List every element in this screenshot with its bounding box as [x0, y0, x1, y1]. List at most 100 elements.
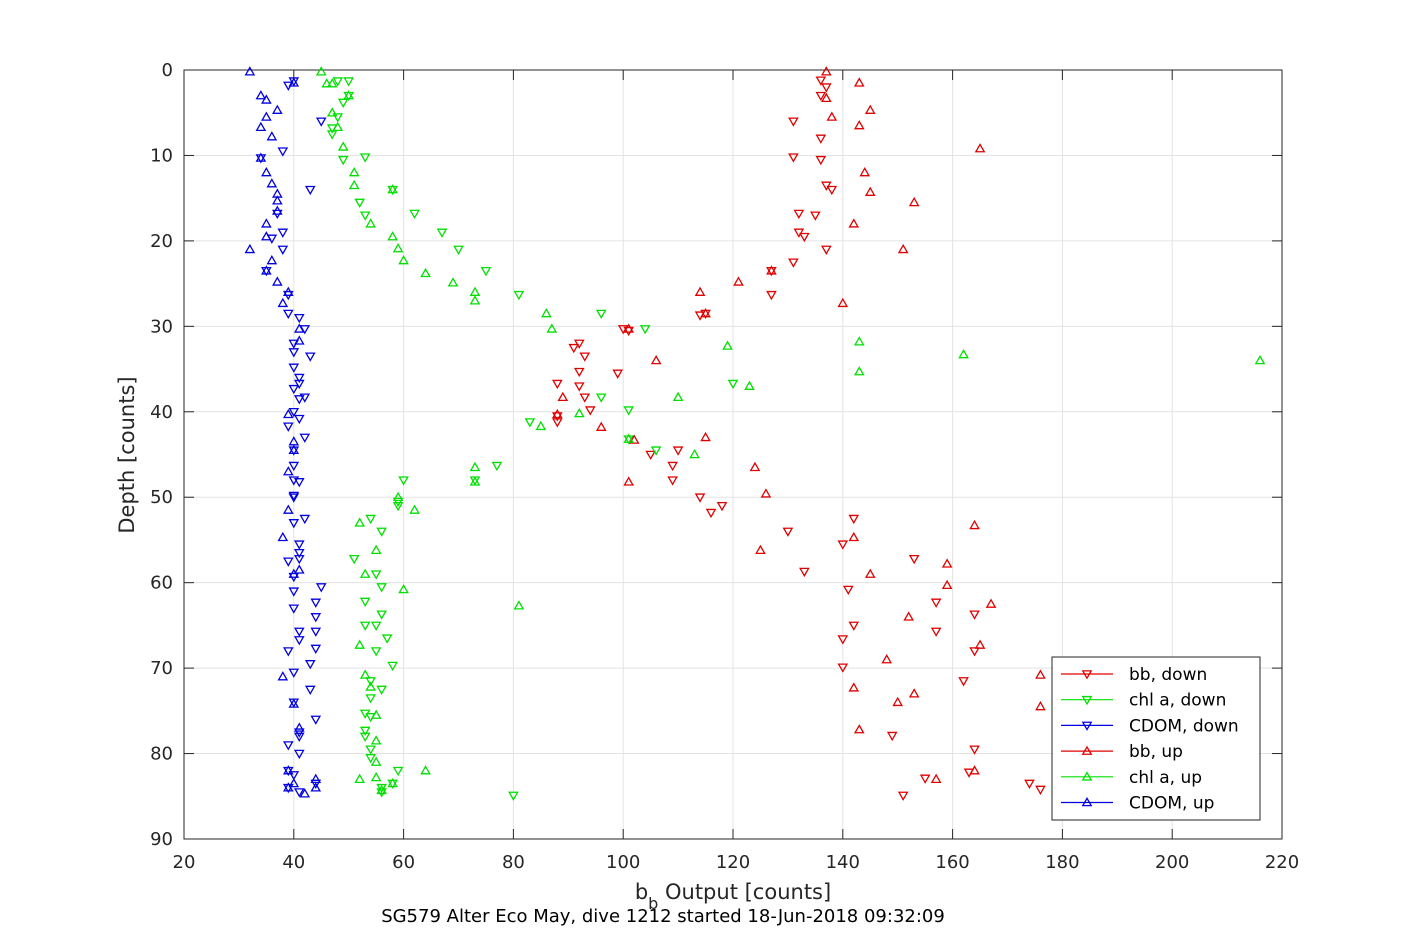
- data-point: [694, 493, 706, 503]
- data-point: [628, 434, 640, 444]
- figure-caption: SG579 Alter Eco May, dive 1212 started 1…: [381, 906, 945, 927]
- data-point: [639, 325, 651, 335]
- data-point: [623, 476, 635, 486]
- data-point: [969, 765, 980, 775]
- data-point: [326, 130, 338, 140]
- data-point: [853, 77, 865, 87]
- data-point: [381, 634, 393, 644]
- data-point: [897, 243, 909, 254]
- data-point: [551, 408, 563, 419]
- data-point: [864, 104, 876, 114]
- data-point: [359, 153, 371, 163]
- data-point: [359, 726, 371, 736]
- data-point: [821, 92, 832, 102]
- data-point: [261, 111, 272, 121]
- data-point: [793, 209, 805, 220]
- data-point: [277, 147, 289, 157]
- data-point: [815, 91, 827, 102]
- data-point: [337, 141, 349, 151]
- data-point: [288, 493, 300, 503]
- data-point: [853, 366, 865, 376]
- data-point: [826, 185, 838, 196]
- data-point: [595, 309, 607, 320]
- data-point: [573, 382, 585, 392]
- data-point: [749, 461, 761, 472]
- x-tick-label: 180: [1045, 852, 1079, 873]
- data-point: [469, 476, 481, 486]
- data-point: [398, 476, 409, 486]
- data-point: [623, 326, 635, 337]
- data-point: [354, 773, 366, 783]
- data-point: [541, 308, 552, 318]
- data-point: [354, 517, 366, 527]
- data-point: [700, 308, 711, 318]
- data-point: [315, 583, 327, 593]
- data-point: [282, 504, 294, 514]
- data-point: [815, 155, 827, 166]
- data-point: [299, 393, 311, 403]
- data-point: [821, 66, 832, 76]
- data-point: [321, 78, 333, 88]
- data-point: [255, 90, 267, 100]
- data-point: [277, 531, 289, 542]
- data-point: [282, 466, 294, 476]
- data-point: [595, 393, 607, 403]
- data-point: [826, 111, 838, 121]
- data-point: [848, 682, 860, 692]
- data-point: [272, 104, 283, 114]
- data-point: [326, 78, 338, 88]
- data-point: [1254, 355, 1266, 365]
- data-point: [293, 722, 305, 732]
- data-point: [551, 418, 563, 428]
- data-point: [310, 598, 322, 608]
- data-point: [277, 245, 289, 255]
- data-point: [667, 461, 678, 472]
- y-tick-label: 50: [150, 487, 173, 508]
- data-point: [261, 94, 272, 104]
- data-point: [788, 258, 799, 268]
- data-point: [359, 732, 371, 742]
- axes: [183, 69, 1283, 840]
- data-point: [293, 379, 305, 390]
- data-point: [348, 167, 360, 177]
- data-point: [277, 228, 289, 238]
- data-point: [941, 579, 953, 590]
- data-point: [365, 681, 376, 691]
- data-point: [689, 448, 700, 459]
- data-point: [821, 245, 832, 255]
- data-point: [282, 765, 294, 775]
- data-point: [579, 352, 591, 362]
- data-point: [908, 688, 920, 698]
- data-point: [842, 585, 854, 596]
- data-point: [568, 343, 580, 354]
- data-point: [293, 540, 305, 550]
- data-point: [282, 741, 294, 751]
- data-point: [332, 121, 344, 132]
- data-point: [930, 598, 942, 608]
- data-point: [255, 152, 267, 162]
- data-point: [293, 749, 305, 760]
- data-point: [293, 373, 305, 384]
- data-point: [370, 771, 382, 782]
- data-point: [546, 323, 558, 333]
- legend-marker: [1081, 745, 1093, 755]
- data-point: [288, 491, 300, 502]
- data-point: [288, 384, 300, 395]
- data-point: [623, 323, 635, 333]
- data-point: [551, 412, 563, 422]
- data-point: [266, 255, 278, 265]
- data-point: [694, 286, 706, 296]
- legend-marker: [1081, 670, 1093, 680]
- data-point: [645, 450, 656, 461]
- data-point: [930, 627, 942, 637]
- data-point: [535, 420, 547, 431]
- data-point: [821, 83, 832, 93]
- data-point: [348, 554, 360, 565]
- data-point: [623, 406, 635, 416]
- data-point: [293, 788, 305, 798]
- data-point: [436, 228, 448, 238]
- y-axis-label: Depth [counts]: [115, 376, 139, 533]
- data-point: [348, 179, 360, 190]
- data-point: [288, 363, 300, 373]
- data-point: [744, 380, 755, 390]
